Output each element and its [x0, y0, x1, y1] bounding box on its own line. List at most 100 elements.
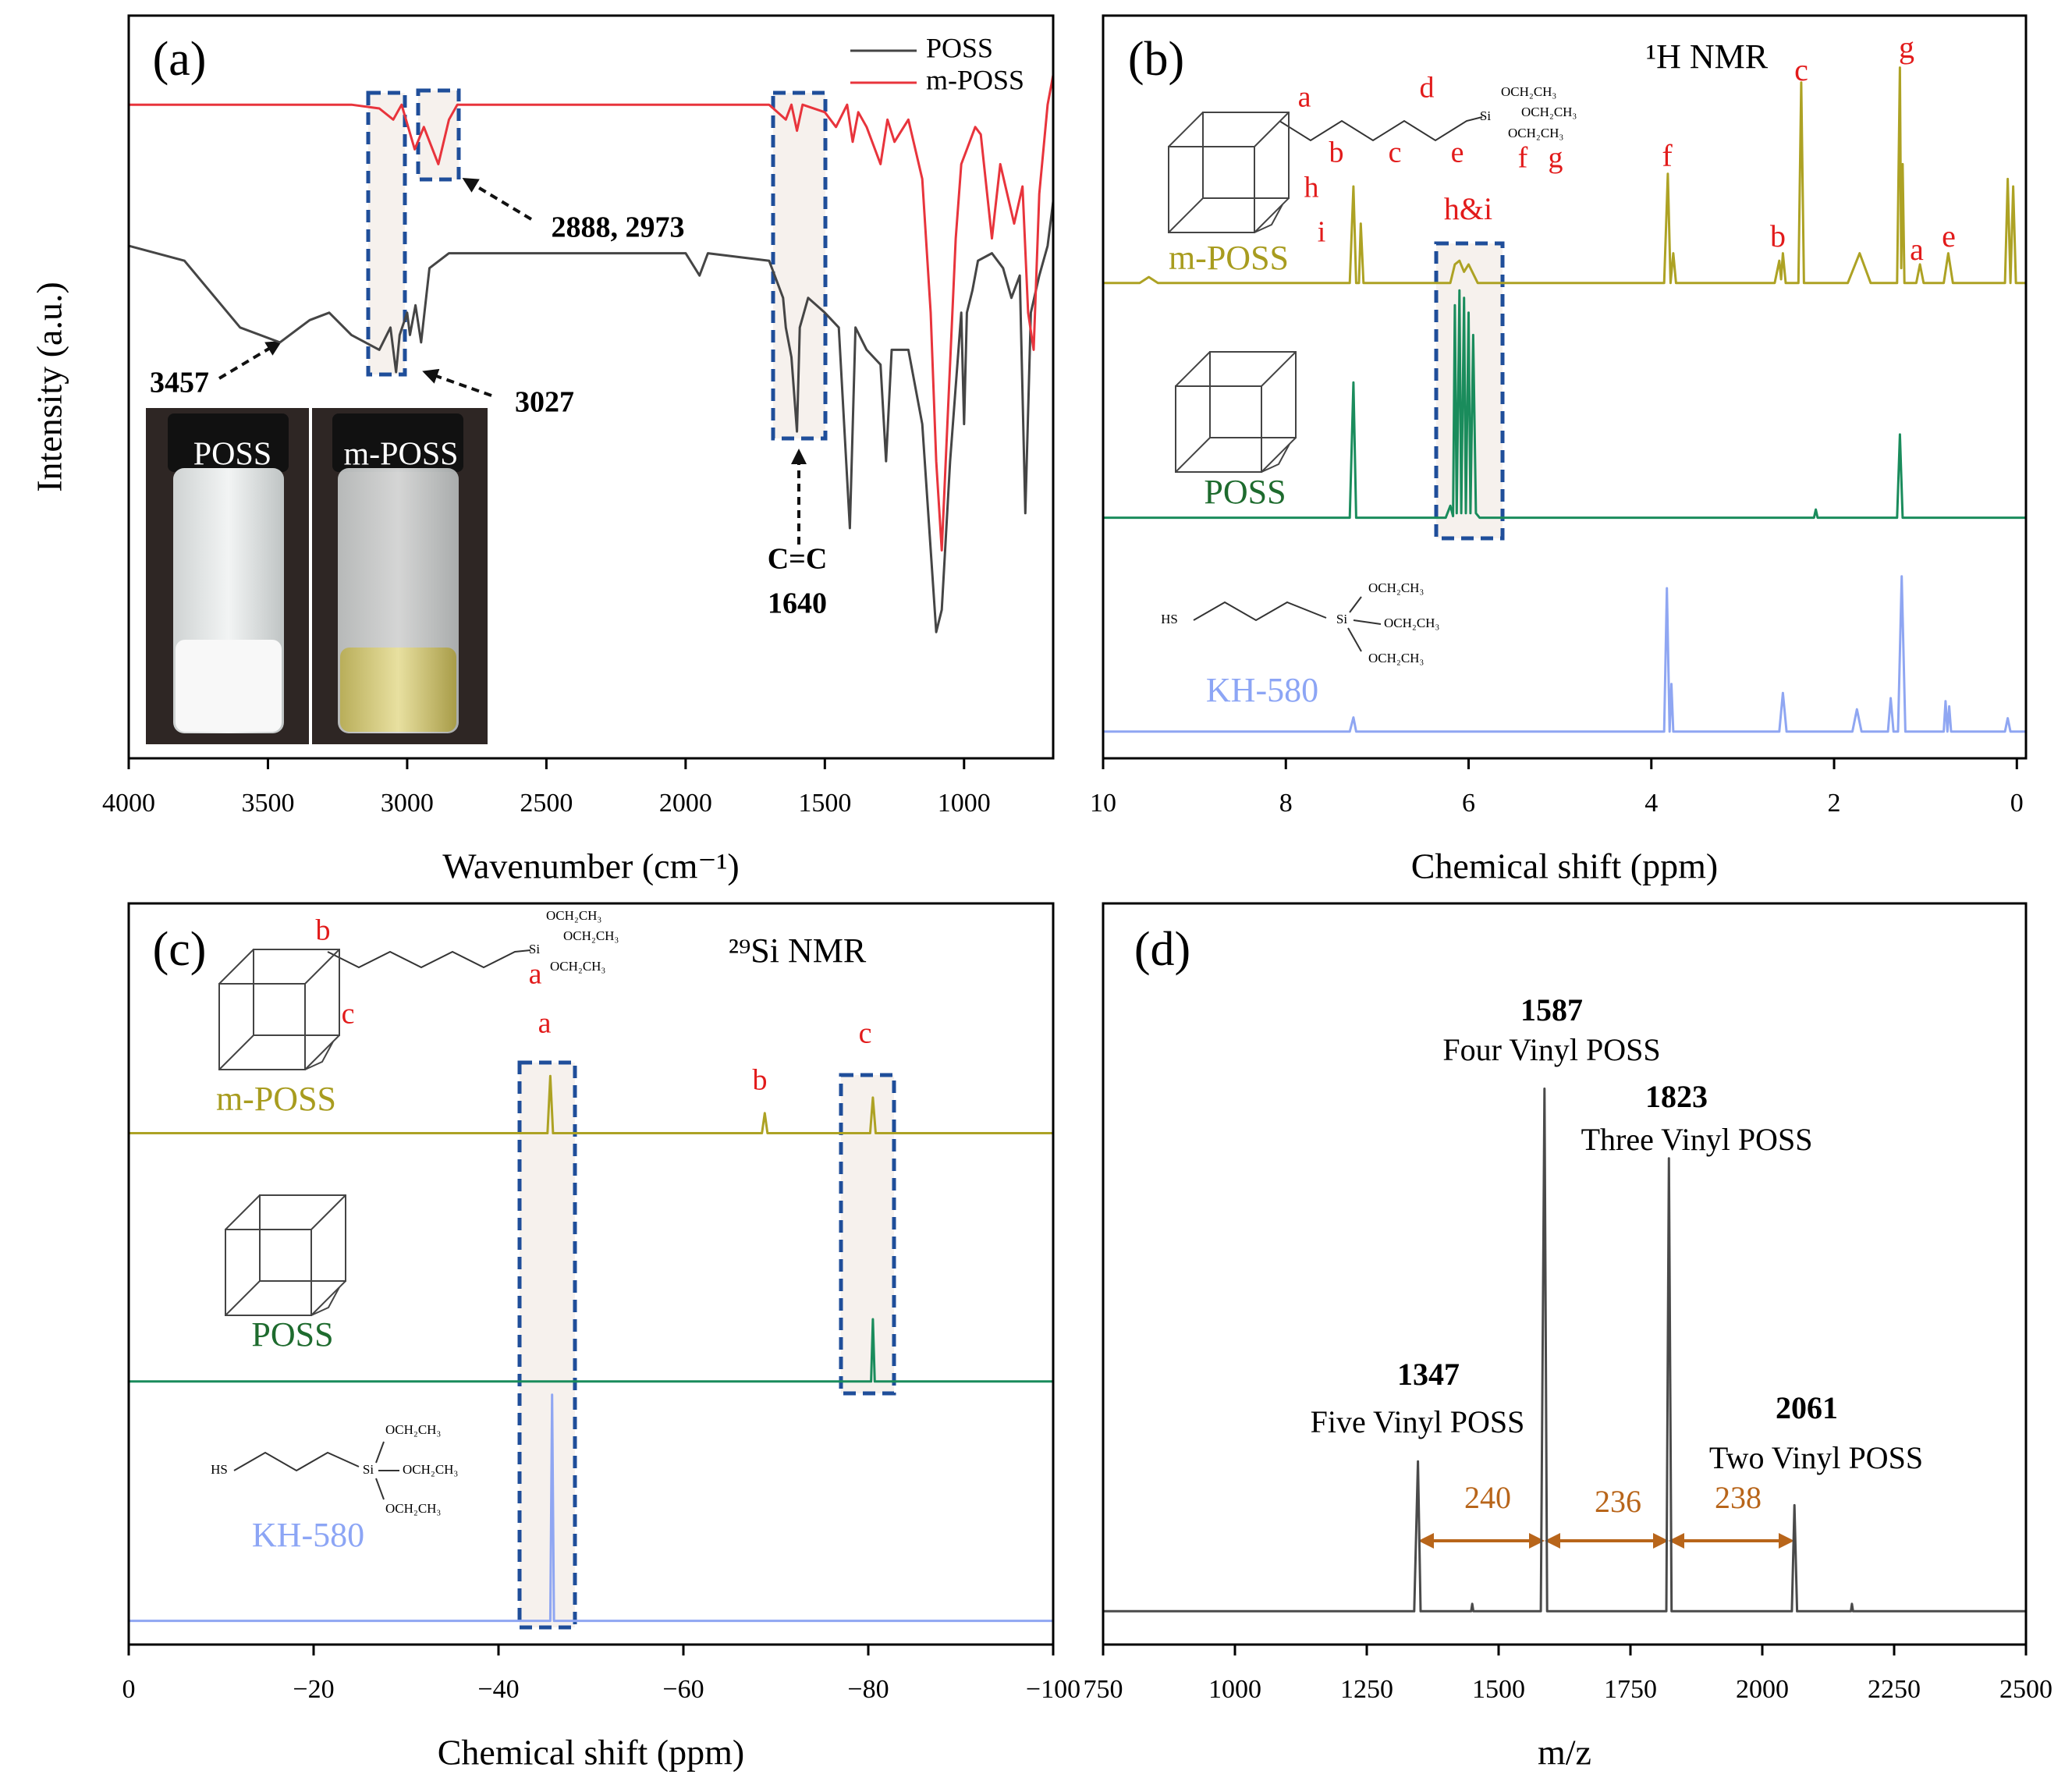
annotation: b: [316, 914, 331, 947]
annotation: f: [1662, 138, 1673, 173]
panel-label: (a): [153, 33, 207, 86]
x-axis-label: Chemical shift (ppm): [1411, 846, 1718, 886]
x-axis-label: Wavenumber (cm⁻¹): [442, 846, 740, 886]
annotation: f: [1518, 142, 1528, 175]
annotation: a: [529, 958, 542, 991]
annotation: Four Vinyl POSS: [1442, 1032, 1660, 1067]
x-axis-label: Chemical shift (ppm): [438, 1733, 744, 1772]
annotation: 238: [1715, 1480, 1762, 1515]
x-tick-label: 2250: [1868, 1675, 1921, 1704]
annotation: 1587: [1520, 992, 1583, 1027]
x-tick-label: 4000: [102, 789, 155, 818]
inset-label: m-POSS: [343, 437, 458, 473]
x-tick-label: 1000: [938, 789, 991, 818]
annotation: b: [1329, 137, 1344, 169]
annotation: a: [1298, 81, 1311, 114]
annotation: ¹H NMR: [1646, 37, 1769, 76]
series-label: m-POSS: [216, 1080, 336, 1118]
cage-structure: [1168, 112, 1290, 233]
x-tick-label: 2000: [1736, 1675, 1789, 1704]
panel-label: (c): [153, 923, 207, 976]
cage-structure: [1175, 351, 1297, 473]
annotation: 3457: [150, 367, 209, 399]
annotation: h&i: [1444, 191, 1492, 226]
x-tick-label: 1750: [1604, 1675, 1657, 1704]
spectrum-line: [1103, 575, 2026, 733]
annotation: a: [1910, 232, 1924, 267]
bond: [327, 949, 531, 969]
annotation: Si: [1336, 612, 1347, 626]
spectrum-line: [129, 1318, 1053, 1383]
annotation: 2888, 2973: [552, 211, 685, 244]
annotation: OCH₂CH₃: [546, 908, 601, 923]
annotation: HS: [1161, 612, 1178, 626]
x-tick-label: 3500: [241, 789, 294, 818]
vinyl-group: [1261, 443, 1290, 473]
annotation: Three Vinyl POSS: [1581, 1122, 1813, 1157]
annotation: c: [859, 1017, 872, 1050]
annotation: c: [1794, 52, 1808, 87]
annotation: 1347: [1397, 1357, 1460, 1392]
annotation: e: [1942, 218, 1956, 254]
vinyl-group: [304, 1041, 334, 1070]
annotation: OCH₂CH₃: [1368, 580, 1424, 595]
cage-structure: [218, 949, 340, 1070]
legend-label: m-POSS: [926, 64, 1024, 95]
spectrum-line: [1103, 1088, 2026, 1613]
x-tick-label: 2500: [1999, 1675, 2052, 1704]
x-tick-label: 3000: [381, 789, 434, 818]
x-tick-label: −20: [293, 1675, 334, 1704]
vinyl-group: [310, 1286, 340, 1316]
x-tick-label: 0: [122, 1675, 136, 1704]
x-tick-label: −100: [1026, 1675, 1080, 1704]
annotation: 1640: [768, 587, 827, 620]
annotation: OCH₂CH₃: [385, 1422, 441, 1437]
bond: [375, 1478, 385, 1500]
series-label: KH-580: [1206, 671, 1318, 709]
annotation: 1823: [1645, 1079, 1708, 1114]
annotation: OCH₂CH₃: [550, 959, 605, 974]
panel-label: (b): [1128, 33, 1184, 86]
annotation: OCH₂CH₃: [403, 1462, 458, 1477]
bond: [1349, 596, 1362, 613]
photo-inset: [146, 408, 488, 744]
annotation: b: [753, 1064, 768, 1097]
x-tick-label: −80: [847, 1675, 889, 1704]
x-tick-label: 1500: [1472, 1675, 1525, 1704]
x-tick-label: 1000: [1208, 1675, 1261, 1704]
annotation: c: [1389, 137, 1402, 169]
annotation: Si: [529, 942, 540, 956]
annotation: ²⁹Si NMR: [729, 931, 867, 970]
annotation: Two Vinyl POSS: [1709, 1440, 1923, 1475]
x-tick-label: 8: [1279, 789, 1293, 818]
x-tick-label: 1250: [1340, 1675, 1393, 1704]
spectrum-line: [129, 74, 1055, 552]
series-label: POSS: [1204, 473, 1286, 511]
x-tick-label: 6: [1462, 789, 1475, 818]
annotation: OCH₂CH₃: [1508, 126, 1563, 140]
bond: [1193, 601, 1327, 622]
x-tick-label: −40: [477, 1675, 519, 1704]
annotation: OCH₂CH₃: [563, 928, 619, 943]
annotation: d: [1420, 72, 1435, 105]
annotation: OCH₂CH₃: [1384, 616, 1439, 630]
legend-label: POSS: [926, 32, 993, 63]
annotation: i: [1318, 216, 1326, 249]
spectrum-line: [129, 1393, 1053, 1623]
plot-frame: [1102, 14, 2028, 760]
highlight-box: [366, 90, 407, 377]
x-tick-label: 1500: [798, 789, 851, 818]
vinyl-group: [1254, 204, 1283, 233]
annotation: g: [1899, 30, 1914, 65]
annotation: 236: [1595, 1484, 1641, 1519]
plot-frame: [127, 902, 1055, 1646]
panel-label: (d): [1134, 923, 1190, 976]
annotation: h: [1304, 172, 1319, 204]
annotation: Five Vinyl POSS: [1311, 1404, 1525, 1439]
spectrum-line: [129, 1074, 1053, 1134]
annotation: Si: [1480, 108, 1491, 123]
x-axis-label: m/z: [1538, 1733, 1591, 1772]
spectrum-line: [128, 200, 1055, 633]
x-tick-label: −60: [662, 1675, 704, 1704]
